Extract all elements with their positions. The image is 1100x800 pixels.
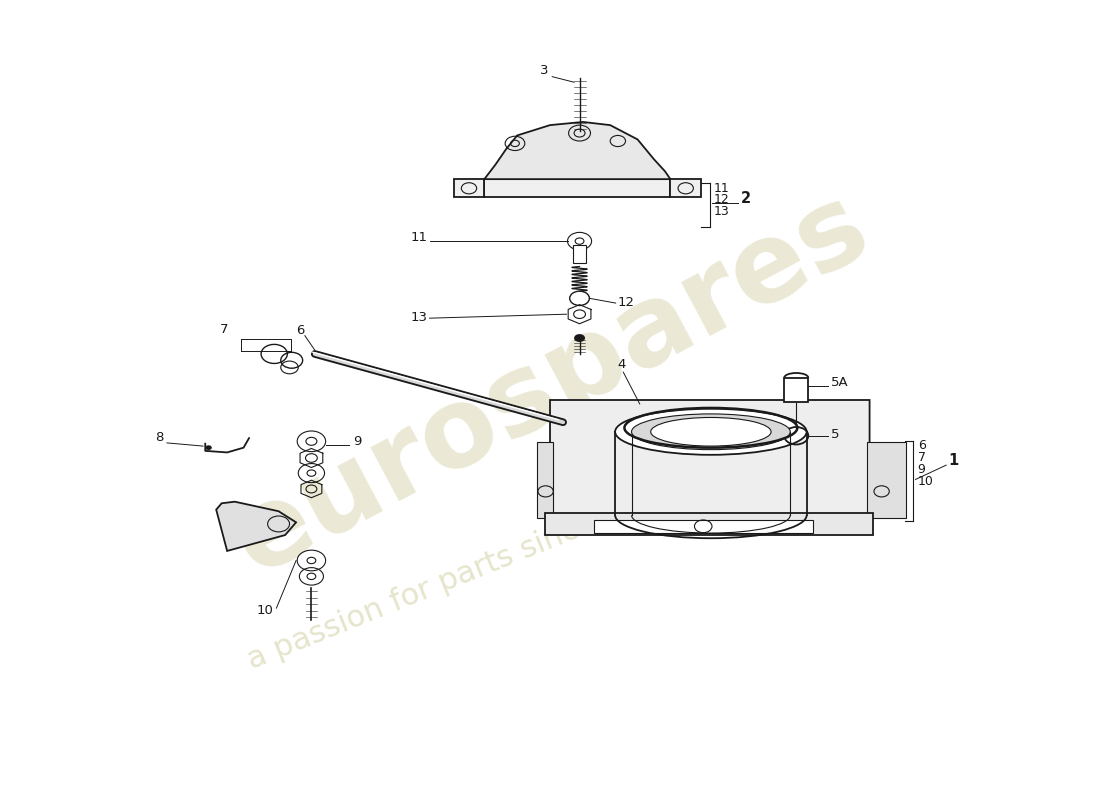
Text: 10: 10 <box>917 475 934 488</box>
Text: 13: 13 <box>410 310 428 323</box>
Polygon shape <box>484 122 670 179</box>
Ellipse shape <box>631 414 790 450</box>
Bar <box>670 179 701 198</box>
Text: 6: 6 <box>917 439 925 452</box>
Text: 5A: 5A <box>832 376 849 389</box>
Text: a passion for parts since 1985: a passion for parts since 1985 <box>243 475 682 674</box>
Text: 12: 12 <box>714 193 730 206</box>
Text: a passion for parts since 1985: a passion for parts since 1985 <box>243 475 682 674</box>
Text: 4: 4 <box>618 358 626 371</box>
Ellipse shape <box>651 418 771 446</box>
Text: eurospares: eurospares <box>214 172 886 596</box>
Circle shape <box>574 334 585 342</box>
Circle shape <box>206 446 212 450</box>
Text: 3: 3 <box>540 64 549 78</box>
Polygon shape <box>217 502 296 551</box>
Text: 10: 10 <box>257 605 274 618</box>
Bar <box>453 179 484 198</box>
Text: 7: 7 <box>220 323 228 336</box>
Bar <box>594 520 813 533</box>
Text: 6: 6 <box>296 324 305 337</box>
Text: eurospares: eurospares <box>214 172 886 596</box>
Bar <box>784 378 808 402</box>
Bar <box>544 513 873 535</box>
Bar <box>573 245 586 262</box>
Text: 11: 11 <box>410 231 428 244</box>
Text: 9: 9 <box>917 463 925 476</box>
Bar <box>537 442 553 518</box>
Ellipse shape <box>615 409 806 455</box>
Bar <box>484 179 670 198</box>
Text: 13: 13 <box>714 205 730 218</box>
Text: 5: 5 <box>832 428 839 441</box>
Text: 2: 2 <box>740 191 750 206</box>
Bar <box>868 442 905 518</box>
Text: 8: 8 <box>155 431 164 444</box>
Text: 7: 7 <box>917 451 926 464</box>
Polygon shape <box>544 400 900 518</box>
Text: 9: 9 <box>353 435 362 448</box>
Text: 12: 12 <box>618 296 635 310</box>
Text: 11: 11 <box>714 182 730 195</box>
Text: 1: 1 <box>948 453 958 468</box>
